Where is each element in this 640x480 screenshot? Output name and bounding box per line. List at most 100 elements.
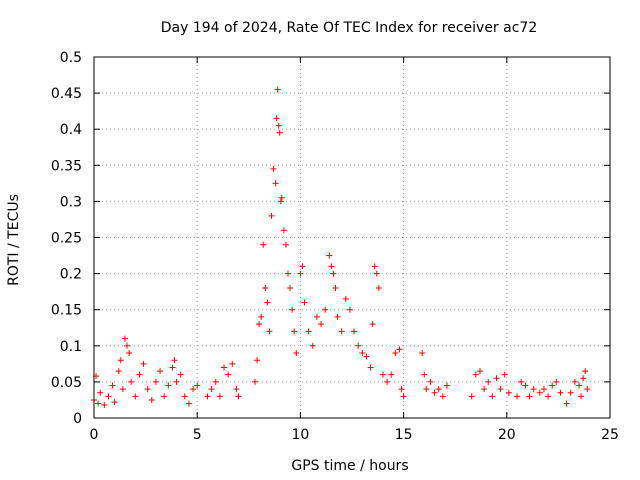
chart-title: Day 194 of 2024, Rate Of TEC Index for r…: [161, 20, 537, 36]
data-point: [398, 386, 405, 393]
data-point: [144, 386, 151, 393]
data-point: [536, 389, 543, 396]
data-point: [435, 386, 442, 393]
plot-frame: [93, 56, 611, 419]
data-point: [251, 378, 258, 385]
data-point: [291, 328, 298, 335]
data-point: [530, 386, 537, 393]
data-point: [582, 368, 589, 375]
data-point: [563, 400, 570, 407]
data-point: [173, 378, 180, 385]
data-point: [400, 393, 407, 400]
y-tick-label: 0.05: [51, 375, 82, 391]
data-point: [152, 378, 159, 385]
data-point: [277, 198, 284, 205]
x-axis-label: GPS time / hours: [291, 458, 408, 474]
data-point: [355, 342, 362, 349]
data-point: [443, 382, 450, 389]
data-point: [157, 368, 164, 375]
axis-ticks: [93, 56, 611, 419]
data-point: [97, 389, 104, 396]
data-point: [505, 389, 512, 396]
data-point: [318, 321, 325, 328]
data-point: [264, 299, 271, 306]
x-tick-label: 0: [90, 427, 99, 443]
data-point: [423, 386, 430, 393]
data-point: [322, 306, 329, 313]
data-point: [299, 263, 306, 270]
data-point: [190, 386, 197, 393]
data-point: [282, 241, 289, 248]
data-point: [148, 396, 155, 403]
data-point: [293, 350, 300, 357]
x-tick-label: 15: [395, 427, 413, 443]
data-point: [256, 321, 263, 328]
data-point: [369, 321, 376, 328]
data-point: [338, 328, 345, 335]
data-point: [421, 371, 428, 378]
data-point: [212, 378, 219, 385]
data-point: [274, 86, 281, 93]
data-point: [289, 306, 296, 313]
data-point: [497, 386, 504, 393]
data-point: [115, 368, 122, 375]
y-tick-label: 0.25: [51, 231, 82, 247]
data-point: [540, 386, 547, 393]
data-point: [427, 378, 434, 385]
data-point: [522, 382, 529, 389]
data-point: [388, 371, 395, 378]
data-point: [576, 382, 583, 389]
data-point: [270, 165, 277, 172]
data-point: [273, 115, 280, 122]
data-point: [545, 393, 552, 400]
data-point: [280, 227, 287, 234]
data-point: [285, 270, 292, 277]
data-point: [375, 285, 382, 292]
data-point: [328, 263, 335, 270]
data-point: [254, 357, 261, 364]
data-point: [468, 393, 475, 400]
y-tick-labels: 0 0.05 0.1 0.15 0.2 0.25 0.3 0.35 0.4 0.45 0.5: [51, 50, 82, 427]
data-point: [208, 386, 215, 393]
data-point: [309, 342, 316, 349]
data-point: [111, 399, 118, 406]
data-point: [95, 400, 102, 407]
x-tick-label: 10: [291, 427, 309, 443]
y-tick-label: 0: [73, 411, 82, 427]
y-tick-label: 0.2: [60, 267, 82, 283]
data-point: [578, 393, 585, 400]
y-tick-label: 0.3: [60, 194, 82, 210]
data-point: [169, 364, 176, 371]
x-tick-label: 25: [601, 427, 619, 443]
data-point: [225, 371, 232, 378]
data-point: [396, 346, 403, 353]
data-point: [580, 375, 587, 382]
data-point: [332, 285, 339, 292]
data-point: [485, 378, 492, 385]
data-point: [194, 382, 201, 389]
data-point: [549, 382, 556, 389]
data-point: [330, 270, 337, 277]
data-point: [181, 393, 188, 400]
data-point: [268, 212, 275, 219]
data-point: [171, 357, 178, 364]
data-point: [419, 350, 426, 357]
data-point: [278, 194, 285, 201]
data-point: [272, 180, 279, 187]
data-point: [276, 129, 283, 136]
data-point: [359, 350, 366, 357]
data-point: [472, 371, 479, 378]
data-point: [128, 378, 135, 385]
data-point: [275, 122, 282, 129]
data-point: [431, 389, 438, 396]
data-point: [229, 360, 236, 367]
data-point: [126, 350, 133, 357]
data-point: [233, 386, 240, 393]
data-point: [119, 386, 126, 393]
y-axis-label: ROTI / TECUs: [6, 194, 22, 286]
data-point: [567, 389, 574, 396]
x-tick-label: 5: [193, 427, 202, 443]
data-point: [301, 299, 308, 306]
data-point: [266, 328, 273, 335]
